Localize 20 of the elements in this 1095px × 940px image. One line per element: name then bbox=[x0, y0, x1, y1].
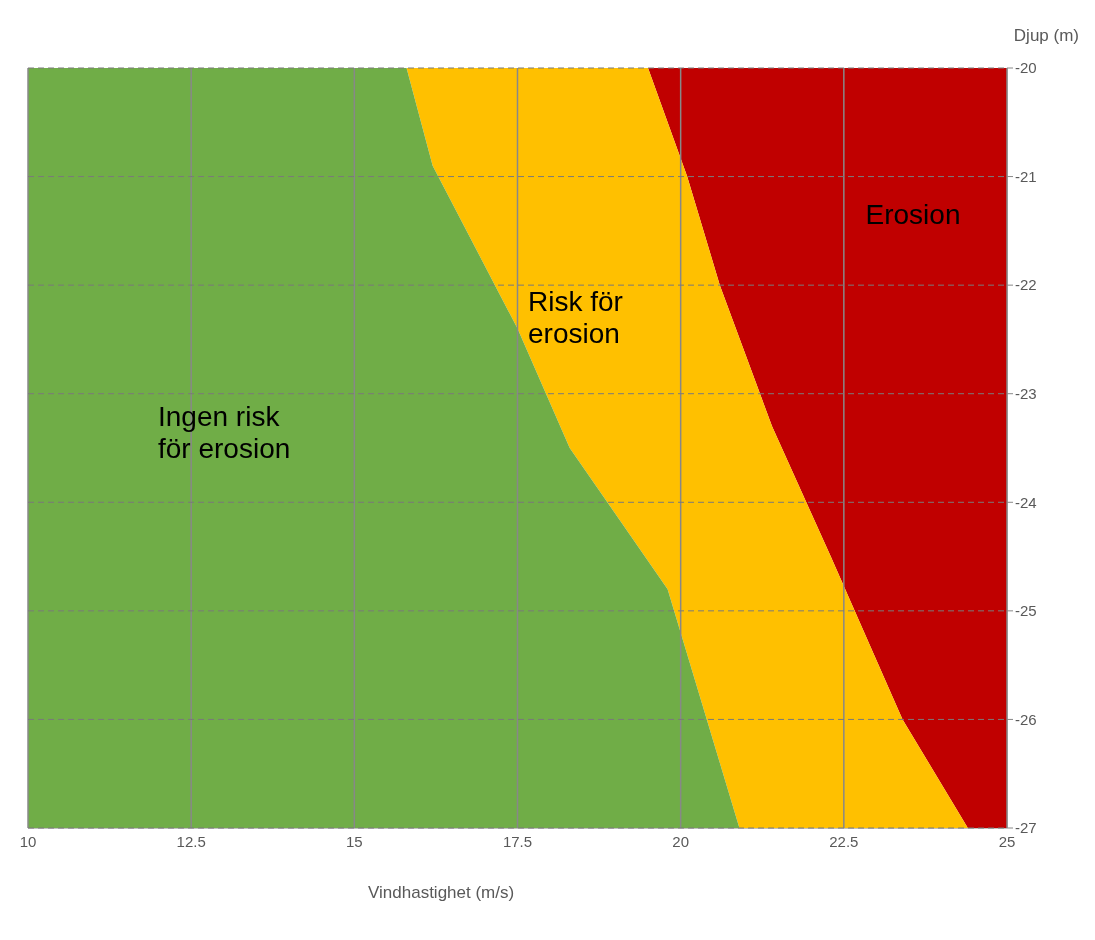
y-tick-label: -22 bbox=[1015, 276, 1037, 294]
x-axis-title: Vindhastighet (m/s) bbox=[368, 883, 515, 902]
y-axis-title: Djup (m) bbox=[1013, 26, 1079, 46]
x-tick-label: 22.5 bbox=[829, 832, 859, 850]
x-tick-label: 17.5 bbox=[502, 832, 533, 850]
x-tick-label: 20 bbox=[672, 832, 690, 850]
x-tick-label: 15 bbox=[345, 832, 363, 850]
y-tick-label: -27 bbox=[1015, 819, 1037, 837]
y-tick-label: -23 bbox=[1015, 385, 1037, 403]
y-tick-label: -24 bbox=[1015, 493, 1037, 511]
y-tick-label: -20 bbox=[1015, 59, 1037, 77]
series-label: Erosion bbox=[865, 199, 961, 231]
x-tick-label: 10 bbox=[19, 832, 37, 850]
x-tick-label: 25 bbox=[998, 832, 1016, 850]
y-tick-label: -26 bbox=[1015, 710, 1037, 728]
y-tick-label: -25 bbox=[1015, 602, 1037, 620]
y-tick-label: -21 bbox=[1015, 167, 1037, 185]
series-label: Ingen risk för erosion bbox=[158, 401, 292, 465]
series-label: Risk för erosion bbox=[528, 286, 624, 350]
x-tick-label: 12.5 bbox=[176, 832, 206, 850]
